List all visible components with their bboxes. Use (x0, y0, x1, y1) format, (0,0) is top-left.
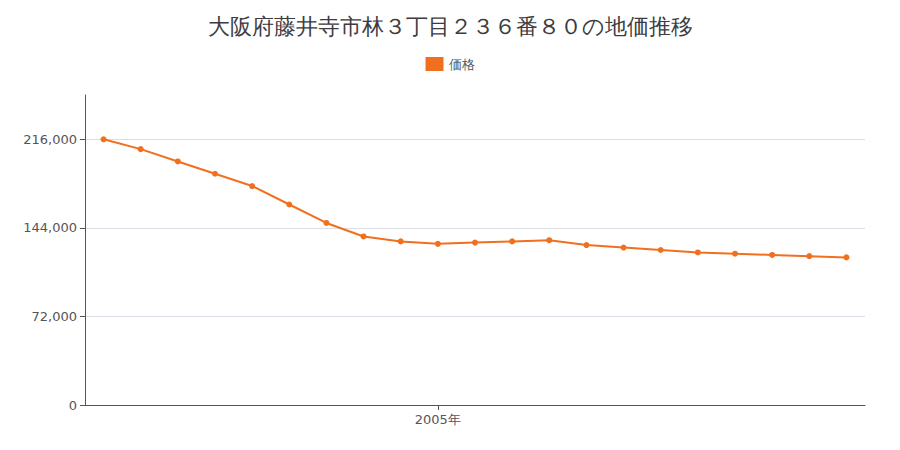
svg-text:価格: 価格 (449, 57, 475, 72)
svg-text:144,000: 144,000 (23, 220, 77, 235)
svg-text:2005年: 2005年 (415, 412, 461, 427)
svg-text:0: 0 (69, 398, 77, 413)
svg-text:216,000: 216,000 (23, 132, 77, 147)
svg-text:大阪府藤井寺市林３丁目２３６番８０の地価推移: 大阪府藤井寺市林３丁目２３６番８０の地価推移 (208, 14, 693, 39)
svg-text:72,000: 72,000 (32, 309, 78, 324)
